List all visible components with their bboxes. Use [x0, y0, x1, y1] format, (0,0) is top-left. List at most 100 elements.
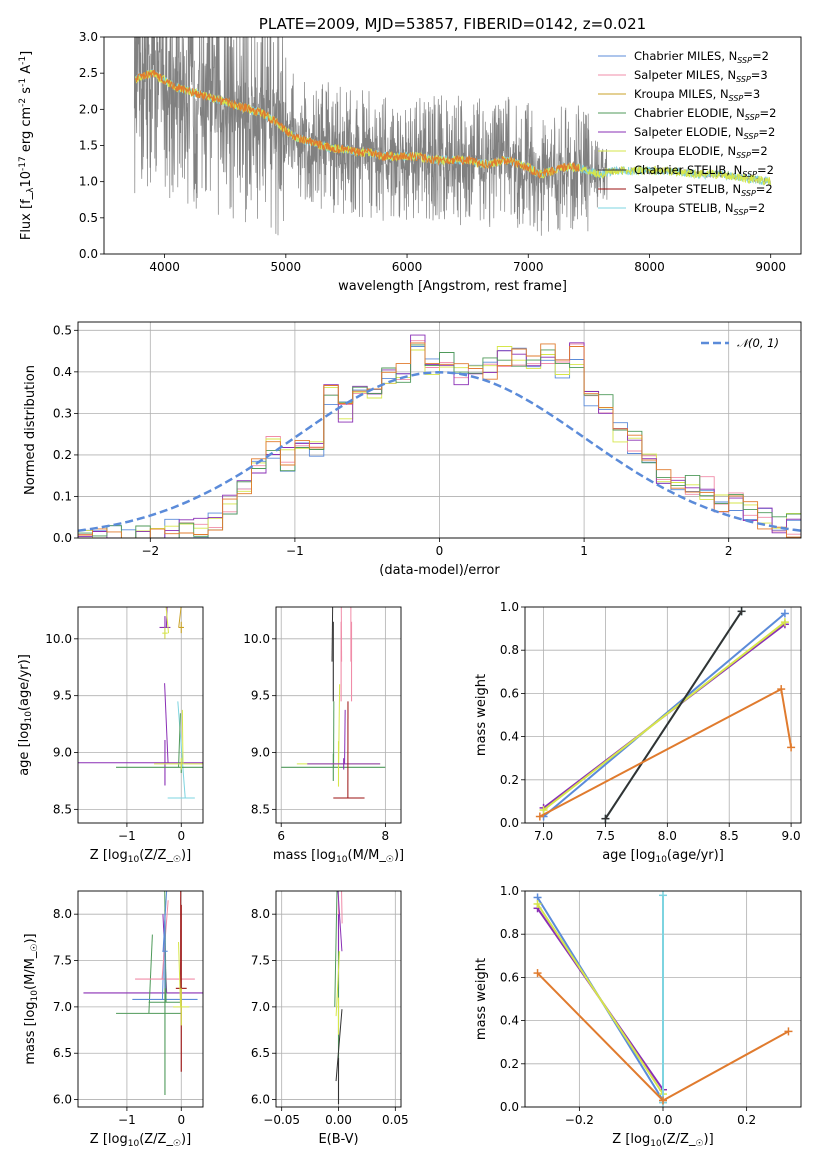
x-tick-label: 7000 — [513, 260, 544, 274]
errorbar-point — [296, 684, 381, 787]
plot-area — [133, 37, 772, 236]
axes-frame — [77, 890, 204, 1108]
x-tick-label: 6000 — [392, 260, 423, 274]
x-axis-label: mass [log10(M/M_☉)] — [273, 848, 404, 865]
y-tick-label: 0.0 — [53, 531, 72, 545]
panel-5: 7.0 7.5 8.0 8.5 9.0 0.0 0.2 0.4 0.6 0.8 1.0 age [lo… — [474, 600, 802, 865]
weight-marker — [780, 618, 789, 627]
x-tick-label: 9000 — [755, 260, 786, 274]
y-tick-label: 1.0 — [79, 175, 98, 189]
x-tick-label: 0.2 — [737, 1113, 756, 1127]
y-tick-label: 9.5 — [251, 689, 270, 703]
y-tick-label: 1.5 — [79, 139, 98, 153]
plot-area — [83, 891, 203, 1095]
y-errorbar-extra — [335, 951, 341, 1017]
x-tick-label: 0.05 — [382, 1113, 409, 1127]
legend-label: Kroupa ELODIE, NSSP=2 — [634, 144, 768, 160]
weight-line-orange — [539, 687, 793, 818]
y-tick-label: 8.0 — [53, 907, 72, 921]
plot-area — [78, 607, 203, 799]
errorbar-point — [331, 607, 334, 702]
panel-7: −0.05 0.00 0.05 6.0 6.5 7.0 7.5 8.0 E(B-V) — [251, 890, 409, 1147]
legend-label: Salpeter STELIB, NSSP=2 — [634, 182, 773, 198]
y-errorbar-extra — [178, 941, 182, 1007]
errorbar-point — [307, 709, 381, 770]
x-tick-label: 8 — [382, 829, 390, 843]
weight-marker — [659, 1096, 667, 1105]
x-tick-label: 7.5 — [596, 829, 615, 843]
axes-frame — [77, 606, 204, 824]
y-errorbar-extra — [178, 607, 182, 628]
x-tick-label: −2 — [141, 544, 159, 558]
x-axis-label: Z [log10(Z/Z_☉)] — [90, 1132, 191, 1149]
y-tick-label: 0.6 — [500, 970, 519, 984]
y-tick-label: 6.5 — [53, 1046, 72, 1060]
y-tick-label: 0.0 — [79, 247, 98, 261]
errorbar-point — [335, 951, 341, 1035]
weight-line-chabrier_stelib — [604, 610, 743, 820]
weight-marker — [737, 607, 746, 616]
legend-label: Chabrier MILES, NSSP=2 — [634, 49, 769, 65]
errorbar-point — [178, 607, 184, 634]
y-tick-label: 0.4 — [53, 365, 72, 379]
y-errorbar-extra — [177, 701, 186, 799]
x-tick-label: −0.2 — [565, 1113, 594, 1127]
x-tick-label: 0.00 — [325, 1113, 352, 1127]
histogram-kroupa_elodie — [78, 346, 801, 538]
histogram-salpeter_elodie — [78, 334, 801, 538]
x-axis-label: E(B-V) — [318, 1132, 358, 1147]
y-tick-label: 7.5 — [251, 954, 270, 968]
y-tick-label: 8.0 — [251, 907, 270, 921]
y-tick-label: 7.5 — [53, 954, 72, 968]
weight-marker — [539, 806, 548, 815]
errorbar-point — [350, 607, 353, 702]
y-tick-label: 0.0 — [500, 1100, 519, 1114]
axes-frame — [275, 606, 402, 824]
y-errorbar-extra — [344, 709, 346, 764]
legend-label: Chabrier STELIB, NSSP=2 — [634, 163, 774, 179]
y-tick-label: 0.2 — [500, 773, 519, 787]
y-tick-label: 6.0 — [53, 1093, 72, 1107]
weight-marker — [659, 891, 667, 900]
errorbar-point — [340, 607, 343, 702]
y-errorbar-extra — [341, 891, 343, 924]
panel-8: −0.2 0.0 0.2 0.0 0.2 0.4 0.6 0.8 1.0 Z [log10(Z/Z… — [474, 884, 802, 1149]
errorbar-point — [281, 701, 386, 781]
plot-area — [334, 891, 343, 1105]
weight-marker — [777, 685, 786, 694]
x-tick-label: 0 — [177, 1113, 185, 1127]
y-errorbar-extra — [335, 1009, 343, 1082]
y-tick-label: 6.0 — [251, 1093, 270, 1107]
x-axis-label: wavelength [Angstrom, rest frame] — [338, 279, 567, 294]
x-tick-label: −1 — [118, 1113, 136, 1127]
x-axis-label: (data-model)/error — [379, 563, 500, 578]
x-tick-label: 5000 — [271, 260, 302, 274]
errorbar-point — [162, 891, 168, 989]
x-tick-label: 6 — [277, 829, 285, 843]
weight-marker — [601, 814, 610, 823]
y-errorbar-extra — [164, 683, 169, 763]
y-tick-label: 1.0 — [500, 600, 519, 614]
x-tick-label: 4000 — [149, 260, 180, 274]
x-tick-label: 8000 — [634, 260, 665, 274]
x-tick-label: 0.0 — [653, 1113, 672, 1127]
plot-area — [535, 607, 796, 823]
y-tick-label: 9.0 — [53, 746, 72, 760]
x-tick-label: −1 — [118, 829, 136, 843]
plot-area — [78, 334, 801, 538]
y-tick-label: 0.1 — [53, 489, 72, 503]
x-tick-label: 8.5 — [720, 829, 739, 843]
weight-marker — [784, 1027, 793, 1036]
legend-label: Kroupa MILES, NSSP=3 — [634, 87, 760, 103]
model-spectrum-orange — [135, 69, 580, 179]
y-errorbar-extra — [338, 684, 341, 764]
legend-label: Salpeter MILES, NSSP=3 — [634, 68, 768, 84]
y-tick-label: 1.0 — [500, 884, 519, 898]
weight-marker — [533, 899, 542, 908]
x-axis-label: age [log10(age/yr)] — [602, 848, 724, 865]
x-tick-label: 2 — [725, 544, 733, 558]
errorbar-point — [333, 701, 365, 799]
panel-6: −1 0 6.0 6.5 7.0 7.5 8.0 Z [log10(Z/Z_☉)] mass [… — [23, 890, 204, 1149]
legend-label: Kroupa STELIB, NSSP=2 — [634, 201, 765, 217]
